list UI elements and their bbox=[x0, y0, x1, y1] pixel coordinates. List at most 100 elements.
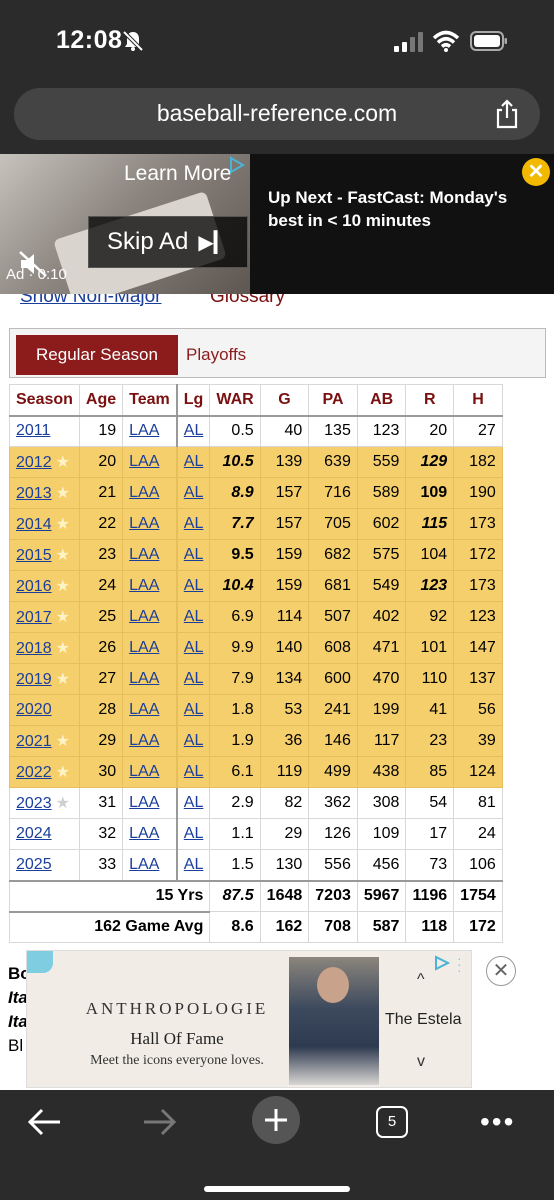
season-link[interactable]: 2023 bbox=[16, 795, 52, 812]
tab-playoffs[interactable]: Playoffs bbox=[186, 345, 247, 364]
team-link[interactable]: LAA bbox=[129, 670, 160, 687]
league-link[interactable]: AL bbox=[183, 546, 204, 563]
close-ad-button[interactable]: ✕ bbox=[522, 158, 550, 186]
footer-label: 162 Game Avg bbox=[9, 910, 211, 943]
column-header[interactable]: H bbox=[453, 384, 503, 417]
muted-speaker-icon[interactable] bbox=[18, 250, 48, 278]
league-link[interactable]: AL bbox=[183, 670, 204, 687]
age-cell: 24 bbox=[78, 570, 124, 602]
season-cell: 2022 ★ bbox=[9, 756, 80, 788]
season-link[interactable]: 2015 bbox=[16, 547, 52, 564]
table-row: 2022 ★ 30 LAA AL 6.1 119 499 438 85 124 bbox=[9, 756, 503, 788]
team-link[interactable]: LAA bbox=[129, 453, 160, 470]
column-header[interactable]: AB bbox=[356, 384, 407, 417]
adchoices-icon[interactable] bbox=[228, 156, 246, 174]
all-star-icon: ★ bbox=[55, 485, 70, 502]
season-link[interactable]: 2020 bbox=[16, 701, 52, 718]
column-header[interactable]: WAR bbox=[209, 384, 261, 417]
season-cell: 2025 bbox=[9, 849, 80, 881]
column-header[interactable]: Lg bbox=[175, 384, 211, 417]
table-row: 2016 ★ 24 LAA AL 10.4 159 681 549 123 173 bbox=[9, 570, 503, 602]
league-link[interactable]: AL bbox=[183, 732, 204, 749]
league-link[interactable]: AL bbox=[183, 639, 204, 656]
league-link[interactable]: AL bbox=[183, 825, 204, 842]
column-header[interactable]: Season bbox=[9, 384, 80, 417]
league-cell: AL bbox=[175, 570, 211, 602]
league-link[interactable]: AL bbox=[183, 608, 204, 625]
hits-cell: 123 bbox=[453, 601, 503, 633]
season-link[interactable]: 2016 bbox=[16, 578, 52, 595]
team-link[interactable]: LAA bbox=[129, 515, 160, 532]
league-link[interactable]: AL bbox=[183, 701, 204, 718]
age-cell: 26 bbox=[78, 632, 124, 664]
team-link[interactable]: LAA bbox=[129, 825, 160, 842]
team-link[interactable]: LAA bbox=[129, 732, 160, 749]
address-bar[interactable]: baseball-reference.com bbox=[14, 88, 540, 140]
season-link[interactable]: 2014 bbox=[16, 516, 52, 533]
back-arrow-icon[interactable] bbox=[26, 1104, 62, 1140]
new-tab-plus-icon[interactable] bbox=[252, 1096, 300, 1144]
runs-cell: 20 bbox=[405, 415, 455, 447]
team-link[interactable]: LAA bbox=[129, 639, 160, 656]
league-link[interactable]: AL bbox=[183, 453, 204, 470]
column-header[interactable]: R bbox=[405, 384, 455, 417]
column-header[interactable]: PA bbox=[308, 384, 358, 417]
ad-scroll-down-icon[interactable]: v bbox=[417, 1053, 425, 1070]
team-link[interactable]: LAA bbox=[129, 794, 160, 811]
more-menu-icon[interactable]: ••• bbox=[480, 1106, 516, 1137]
season-link[interactable]: 2021 bbox=[16, 733, 52, 750]
forward-arrow-icon[interactable] bbox=[142, 1104, 178, 1140]
show-non-major-link[interactable]: Show Non-Major bbox=[20, 294, 162, 307]
team-link[interactable]: LAA bbox=[129, 763, 160, 780]
team-link[interactable]: LAA bbox=[129, 422, 160, 440]
url-text[interactable]: baseball-reference.com bbox=[156, 100, 398, 126]
runs-cell: 92 bbox=[405, 601, 455, 633]
league-link[interactable]: AL bbox=[183, 855, 204, 873]
season-link[interactable]: 2022 bbox=[16, 764, 52, 781]
team-cell: LAA bbox=[122, 570, 178, 602]
season-link[interactable]: 2019 bbox=[16, 671, 52, 688]
pa-cell: 146 bbox=[308, 725, 358, 757]
season-link[interactable]: 2017 bbox=[16, 609, 52, 626]
league-link[interactable]: AL bbox=[183, 515, 204, 532]
pa-cell: 556 bbox=[308, 849, 358, 881]
share-icon[interactable] bbox=[494, 99, 520, 129]
column-header[interactable]: Age bbox=[78, 384, 124, 417]
league-link[interactable]: AL bbox=[183, 422, 204, 440]
games-cell: 157 bbox=[259, 508, 310, 540]
season-link[interactable]: 2011 bbox=[16, 422, 51, 440]
skip-ad-button[interactable]: Skip Ad ▶▎ bbox=[88, 216, 248, 268]
column-header[interactable]: Team bbox=[122, 384, 178, 417]
age-cell: 31 bbox=[78, 787, 124, 819]
league-link[interactable]: AL bbox=[183, 794, 204, 811]
column-header[interactable]: G bbox=[259, 384, 310, 417]
ad-scroll-up-icon[interactable]: ^ bbox=[417, 971, 425, 988]
close-banner-ad-button[interactable]: ✕ bbox=[486, 956, 516, 986]
team-link[interactable]: LAA bbox=[129, 484, 160, 501]
team-link[interactable]: LAA bbox=[129, 608, 160, 625]
tab-regular-season[interactable]: Regular Season bbox=[16, 335, 178, 375]
league-link[interactable]: AL bbox=[183, 577, 204, 594]
team-link[interactable]: LAA bbox=[129, 855, 160, 873]
team-link[interactable]: LAA bbox=[129, 546, 160, 563]
season-link[interactable]: 2024 bbox=[16, 825, 52, 842]
season-link[interactable]: 2018 bbox=[16, 640, 52, 657]
league-link[interactable]: AL bbox=[183, 763, 204, 780]
glossary-link[interactable]: Glossary bbox=[210, 294, 285, 307]
tab-switcher-button[interactable]: 5 bbox=[376, 1106, 408, 1138]
ad-menu-icon[interactable]: · · · bbox=[457, 950, 462, 978]
table-body: 2011 19 LAA AL 0.5 40 135 123 20 27 2012 ★ 20 LAA AL 10… bbox=[9, 415, 503, 881]
team-link[interactable]: LAA bbox=[129, 701, 160, 718]
season-link[interactable]: 2012 bbox=[16, 454, 52, 471]
team-link[interactable]: LAA bbox=[129, 577, 160, 594]
league-link[interactable]: AL bbox=[183, 484, 204, 501]
season-link[interactable]: 2013 bbox=[16, 485, 52, 502]
adchoices-badge-icon[interactable] bbox=[27, 951, 53, 973]
ad-product-photo[interactable] bbox=[289, 957, 379, 1085]
adchoices-icon[interactable] bbox=[433, 955, 451, 971]
bottom-banner-ad[interactable]: ANTHROPOLOGIE Hall Of Fame Meet the icon… bbox=[26, 950, 472, 1088]
season-link[interactable]: 2025 bbox=[16, 855, 52, 873]
up-next-text[interactable]: Up Next - FastCast: Monday's best in < 1… bbox=[268, 188, 508, 230]
stats-table-container[interactable]: Season Age Team Lg WAR G PA AB R H 2011 19 LAA AL 0.5… bbox=[9, 384, 554, 943]
learn-more-link[interactable]: Learn More bbox=[124, 162, 232, 185]
